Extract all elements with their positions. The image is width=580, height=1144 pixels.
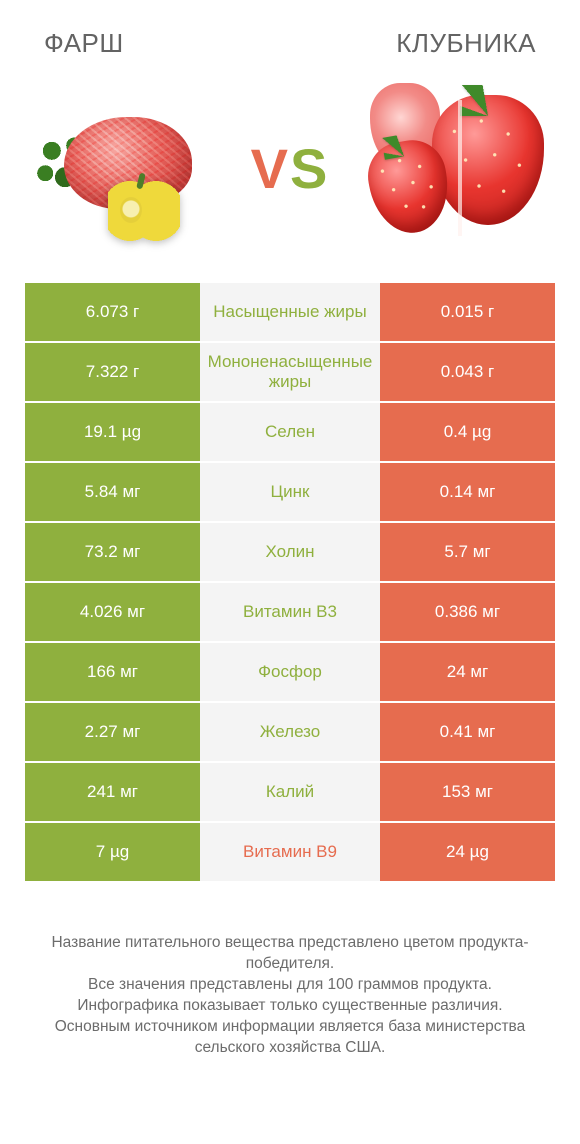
- cell-label: Холин: [200, 523, 380, 581]
- cell-right: 0.386 мг: [380, 583, 555, 641]
- cell-left: 7.322 г: [25, 343, 200, 401]
- vs-label: VS: [251, 136, 330, 201]
- cell-label: Калий: [200, 763, 380, 821]
- footer-line: Название питательного вещества представл…: [28, 933, 552, 975]
- table-row: 5.84 мгЦинк0.14 мг: [25, 463, 555, 521]
- footer-line: Все значения представлены для 100 граммо…: [28, 975, 552, 996]
- cell-right: 0.043 г: [380, 343, 555, 401]
- table-row: 7 µgВитамин B924 µg: [25, 823, 555, 881]
- cell-label: Железо: [200, 703, 380, 761]
- strawberry-icon: [432, 95, 544, 225]
- table-row: 166 мгФосфор24 мг: [25, 643, 555, 701]
- cell-right: 153 мг: [380, 763, 555, 821]
- cell-right: 0.14 мг: [380, 463, 555, 521]
- image-left: [30, 83, 210, 253]
- comparison-table: 6.073 гНасыщенные жиры0.015 г7.322 гМоно…: [25, 283, 555, 881]
- cell-right: 5.7 мг: [380, 523, 555, 581]
- vs-s: S: [290, 137, 329, 200]
- cell-right: 0.41 мг: [380, 703, 555, 761]
- cell-left: 19.1 µg: [25, 403, 200, 461]
- cell-left: 4.026 мг: [25, 583, 200, 641]
- cell-left: 166 мг: [25, 643, 200, 701]
- cell-left: 73.2 мг: [25, 523, 200, 581]
- cell-left: 5.84 мг: [25, 463, 200, 521]
- table-row: 19.1 µgСелен0.4 µg: [25, 403, 555, 461]
- table-row: 4.026 мгВитамин B30.386 мг: [25, 583, 555, 641]
- cell-right: 24 мг: [380, 643, 555, 701]
- cell-left: 6.073 г: [25, 283, 200, 341]
- cell-label: Цинк: [200, 463, 380, 521]
- footer-line: Основным источником информации является …: [28, 1017, 552, 1059]
- table-row: 241 мгКалий153 мг: [25, 763, 555, 821]
- table-row: 7.322 гМононенасыщенные жиры0.043 г: [25, 343, 555, 401]
- header: ФАРШ КЛУБНИКА: [0, 0, 580, 69]
- footer-line: Инфографика показывает только существенн…: [28, 996, 552, 1017]
- cell-label: Насыщенные жиры: [200, 283, 380, 341]
- cell-label: Витамин B9: [200, 823, 380, 881]
- image-right: [370, 83, 550, 253]
- footer-text: Название питательного вещества представл…: [0, 883, 580, 1059]
- cell-left: 7 µg: [25, 823, 200, 881]
- title-right: КЛУБНИКА: [396, 28, 536, 59]
- cell-label: Фосфор: [200, 643, 380, 701]
- cell-left: 2.27 мг: [25, 703, 200, 761]
- vs-v: V: [251, 137, 290, 200]
- table-row: 2.27 мгЖелезо0.41 мг: [25, 703, 555, 761]
- cell-right: 0.015 г: [380, 283, 555, 341]
- table-row: 6.073 гНасыщенные жиры0.015 г: [25, 283, 555, 341]
- table-row: 73.2 мгХолин5.7 мг: [25, 523, 555, 581]
- cell-label: Мононенасыщенные жиры: [200, 343, 380, 401]
- image-row: VS: [0, 69, 580, 283]
- pepper-icon: [108, 181, 180, 243]
- cell-left: 241 мг: [25, 763, 200, 821]
- cell-label: Витамин B3: [200, 583, 380, 641]
- cell-right: 24 µg: [380, 823, 555, 881]
- title-left: ФАРШ: [44, 28, 124, 59]
- cell-right: 0.4 µg: [380, 403, 555, 461]
- cell-label: Селен: [200, 403, 380, 461]
